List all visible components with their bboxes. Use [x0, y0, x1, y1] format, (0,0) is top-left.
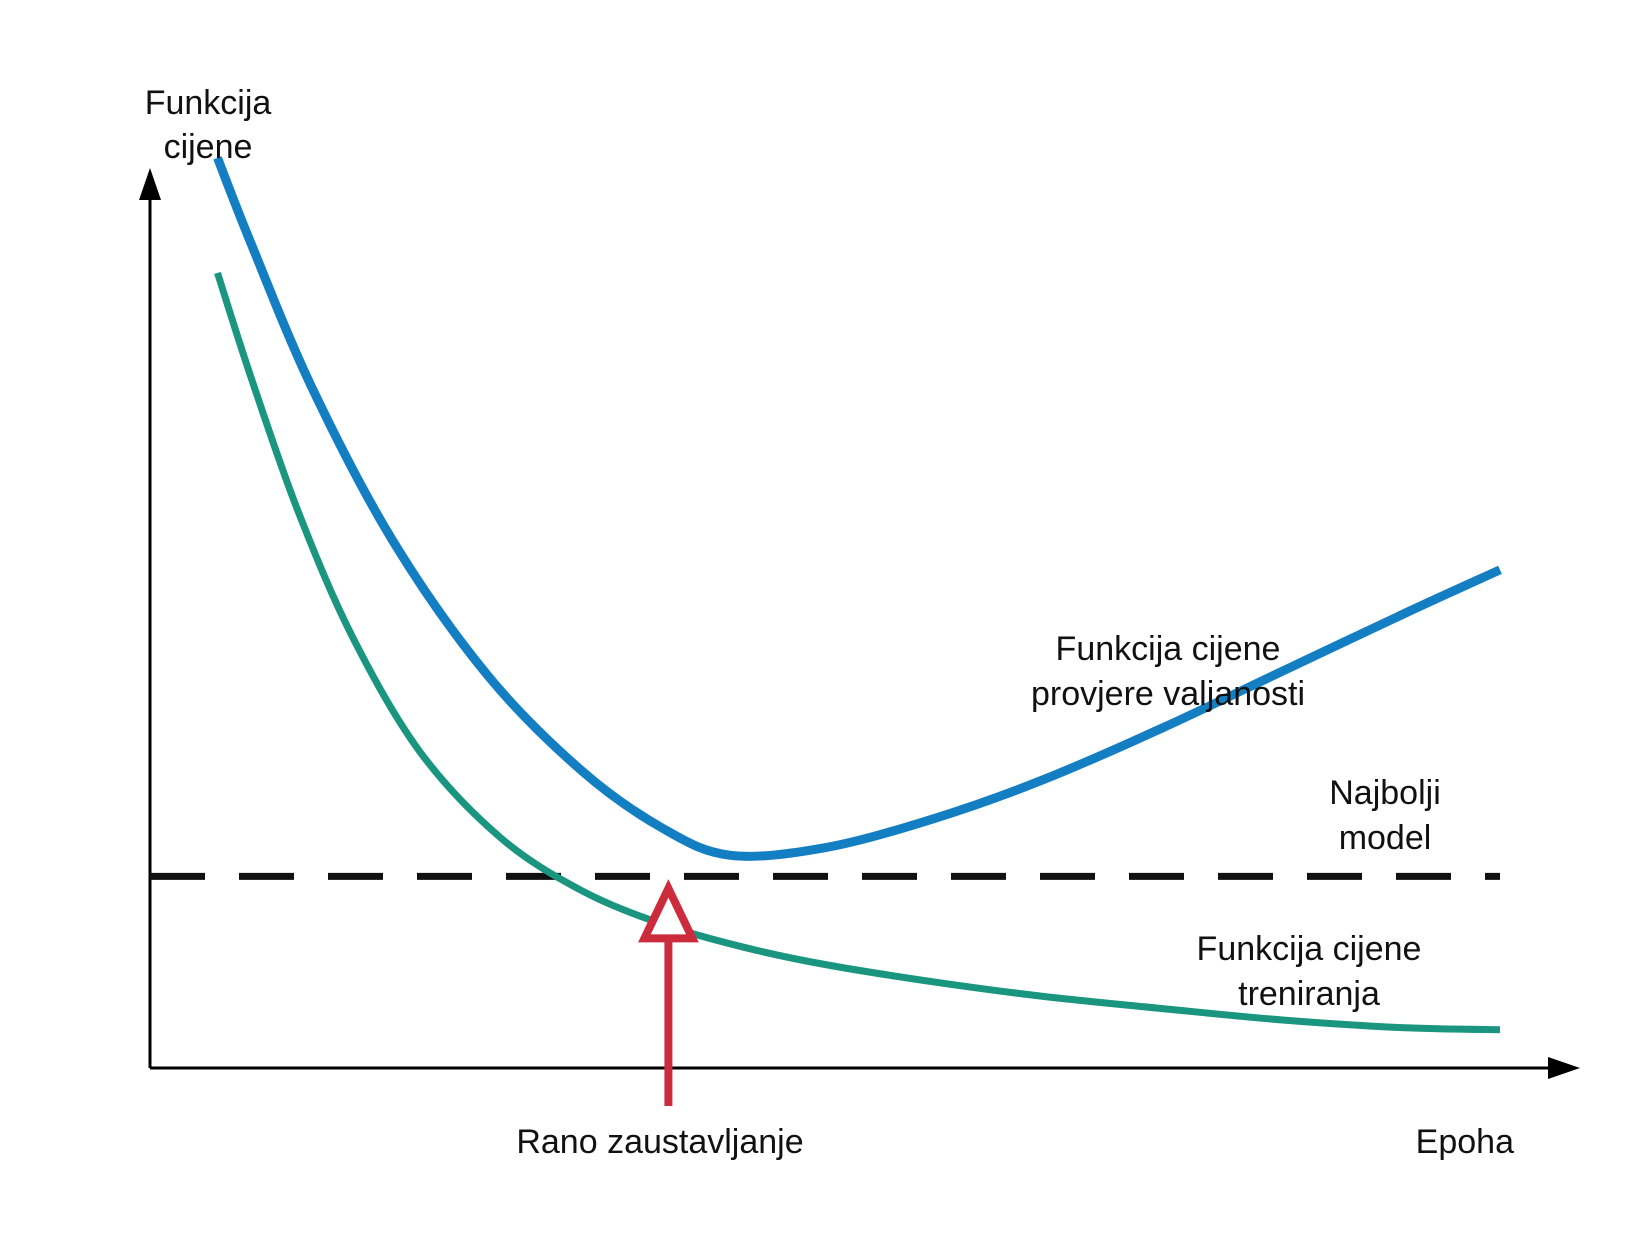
validation-loss-line	[213, 156, 1502, 861]
early-stopping-arrow	[638, 879, 699, 1106]
x-axis-label: Epoha	[1416, 1123, 1514, 1161]
x-axis-arrowhead	[1548, 1057, 1580, 1079]
validation-loss-label-line2: provjere valjanosti	[1031, 675, 1305, 713]
y-axis-arrowhead	[139, 168, 161, 200]
training-loss-label-line1: Funkcija cijene	[1197, 930, 1422, 968]
early-stopping-label: Rano zaustavljanje	[516, 1123, 803, 1161]
validation-loss-label-line1: Funkcija cijene	[1056, 630, 1281, 668]
best-model-label-line2: model	[1339, 819, 1432, 857]
y-axis-label-line1: Funkcija	[145, 84, 272, 122]
y-axis-label-line2: cijene	[164, 128, 253, 166]
best-model-label-line1: Najbolji	[1329, 774, 1441, 812]
training-loss-line	[214, 271, 1501, 1034]
early-stopping-arrowhead	[638, 879, 699, 943]
training-loss-label-line2: treniranja	[1238, 975, 1380, 1013]
axes	[139, 168, 1580, 1079]
